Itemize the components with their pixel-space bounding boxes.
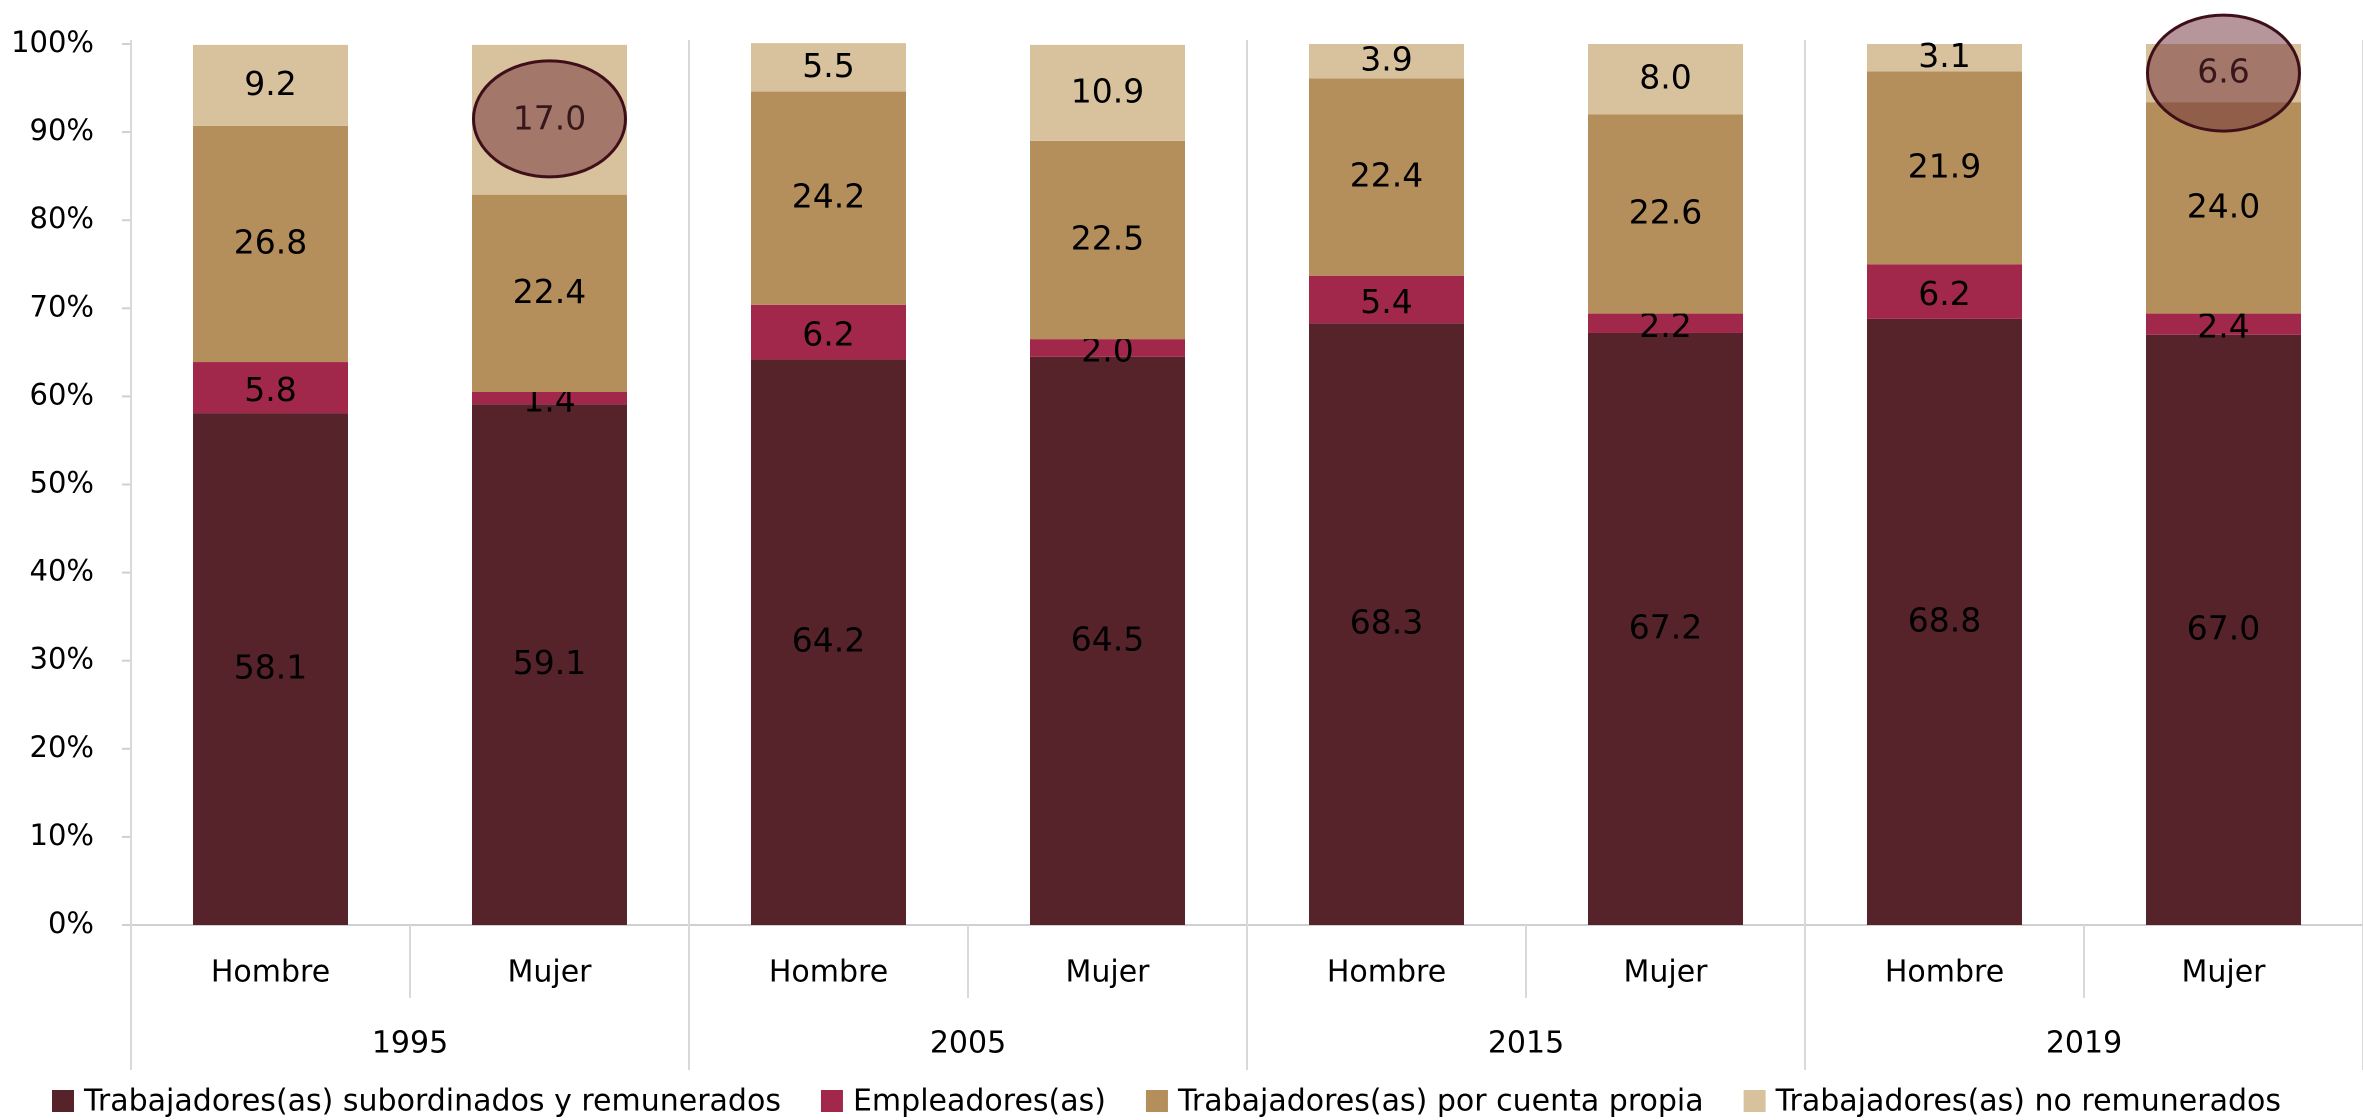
y-tick-label: 20% — [30, 730, 94, 764]
value-label: 21.9 — [1908, 146, 1981, 185]
bar-segment — [751, 359, 906, 925]
bar-segment — [1588, 44, 1743, 115]
bar-segment — [1309, 78, 1464, 276]
bar-segment — [2146, 313, 2301, 335]
bar-segment — [1030, 339, 1185, 357]
value-label: 8.0 — [1639, 58, 1691, 97]
value-label: 9.2 — [244, 64, 296, 103]
legend-label: Trabajadores(as) no remunerados — [1775, 1084, 2281, 1119]
legend-label: Trabajadores(as) subordinados y remunera… — [83, 1084, 781, 1119]
legend-swatch — [1743, 1090, 1766, 1112]
bar-segment — [193, 125, 348, 363]
value-label: 5.8 — [244, 370, 296, 409]
bar-segment — [1309, 44, 1464, 79]
bar-segment — [1867, 44, 2022, 72]
bar-segment — [1309, 323, 1464, 926]
value-label: 59.1 — [513, 643, 586, 682]
x-tick-label: Mujer — [507, 955, 592, 990]
value-label: 5.5 — [802, 46, 854, 85]
x-group-label: 2005 — [930, 1026, 1006, 1061]
value-label: 22.4 — [1350, 156, 1423, 195]
legend-label: Empleadores(as) — [853, 1084, 1106, 1119]
value-label: 22.4 — [513, 272, 586, 311]
highlight-circle — [2146, 13, 2301, 133]
bar-segment — [1867, 318, 2022, 925]
value-label: 6.2 — [802, 315, 854, 354]
value-label: 68.8 — [1908, 600, 1981, 639]
value-label: 67.0 — [2187, 608, 2260, 647]
value-label: 5.4 — [1360, 282, 1412, 321]
value-label: 24.2 — [792, 177, 865, 216]
value-label: 22.5 — [1071, 219, 1144, 258]
bar-segment — [1867, 264, 2022, 319]
x-tick-label: Hombre — [1885, 955, 2004, 990]
x-group-label: 2019 — [2046, 1026, 2122, 1061]
x-tick-label: Hombre — [211, 955, 330, 990]
value-label: 10.9 — [1071, 71, 1144, 110]
y-tick-label: 10% — [30, 818, 94, 852]
bar-segment — [1588, 313, 1743, 333]
x-tick-label: Hombre — [769, 955, 888, 990]
bar-segment — [2146, 334, 2301, 926]
y-tick-label: 80% — [30, 201, 94, 235]
highlight-circle — [472, 59, 627, 179]
bar-segment — [1588, 114, 1743, 314]
bar-segment — [1030, 356, 1185, 925]
x-group-label: 2015 — [1488, 1026, 1564, 1061]
y-tick-label: 30% — [30, 642, 94, 676]
value-label: 67.2 — [1629, 607, 1702, 646]
bar-segment — [1867, 71, 2022, 265]
bar-segment — [193, 413, 348, 925]
value-label: 58.1 — [234, 648, 307, 687]
legend-swatch — [1145, 1090, 1168, 1112]
legend-label: Trabajadores(as) por cuenta propia — [1177, 1084, 1704, 1119]
y-tick-label: 70% — [30, 289, 94, 323]
bar-segment — [1030, 140, 1185, 340]
bar-segment — [2146, 102, 2301, 314]
x-group-label: 1995 — [372, 1026, 448, 1061]
y-tick-label: 100% — [11, 25, 94, 59]
y-tick-label: 90% — [30, 113, 94, 147]
bar-segment — [193, 44, 348, 126]
legend-swatch — [820, 1090, 843, 1112]
bar-segment — [472, 391, 627, 405]
bar-segment — [751, 43, 906, 92]
bar-segment — [751, 91, 906, 305]
bar-segment — [751, 304, 906, 360]
x-tick-label: Hombre — [1327, 955, 1446, 990]
x-tick-label: Mujer — [1065, 955, 1150, 990]
y-tick-label: 60% — [30, 377, 94, 411]
value-label: 26.8 — [234, 222, 307, 261]
value-label: 68.3 — [1350, 603, 1423, 642]
value-label: 22.6 — [1629, 193, 1702, 232]
value-label: 3.9 — [1360, 40, 1412, 79]
legend-swatch — [52, 1090, 74, 1112]
x-tick-label: Mujer — [1623, 955, 1708, 990]
bar-segment — [472, 404, 627, 926]
bar-segment — [1588, 332, 1743, 925]
bar-segment — [1309, 275, 1464, 324]
y-tick-label: 50% — [30, 466, 94, 500]
y-tick-label: 0% — [48, 906, 94, 940]
bar-segment — [193, 362, 348, 414]
bar-segment — [1030, 44, 1185, 141]
value-label: 64.2 — [792, 621, 865, 660]
value-label: 6.2 — [1918, 274, 1970, 313]
x-tick-label: Mujer — [2181, 955, 2266, 990]
value-label: 64.5 — [1071, 619, 1144, 658]
value-label: 24.0 — [2187, 186, 2260, 225]
y-tick-label: 40% — [30, 554, 94, 588]
bar-segment — [472, 194, 627, 392]
value-label: 3.1 — [1918, 36, 1970, 75]
